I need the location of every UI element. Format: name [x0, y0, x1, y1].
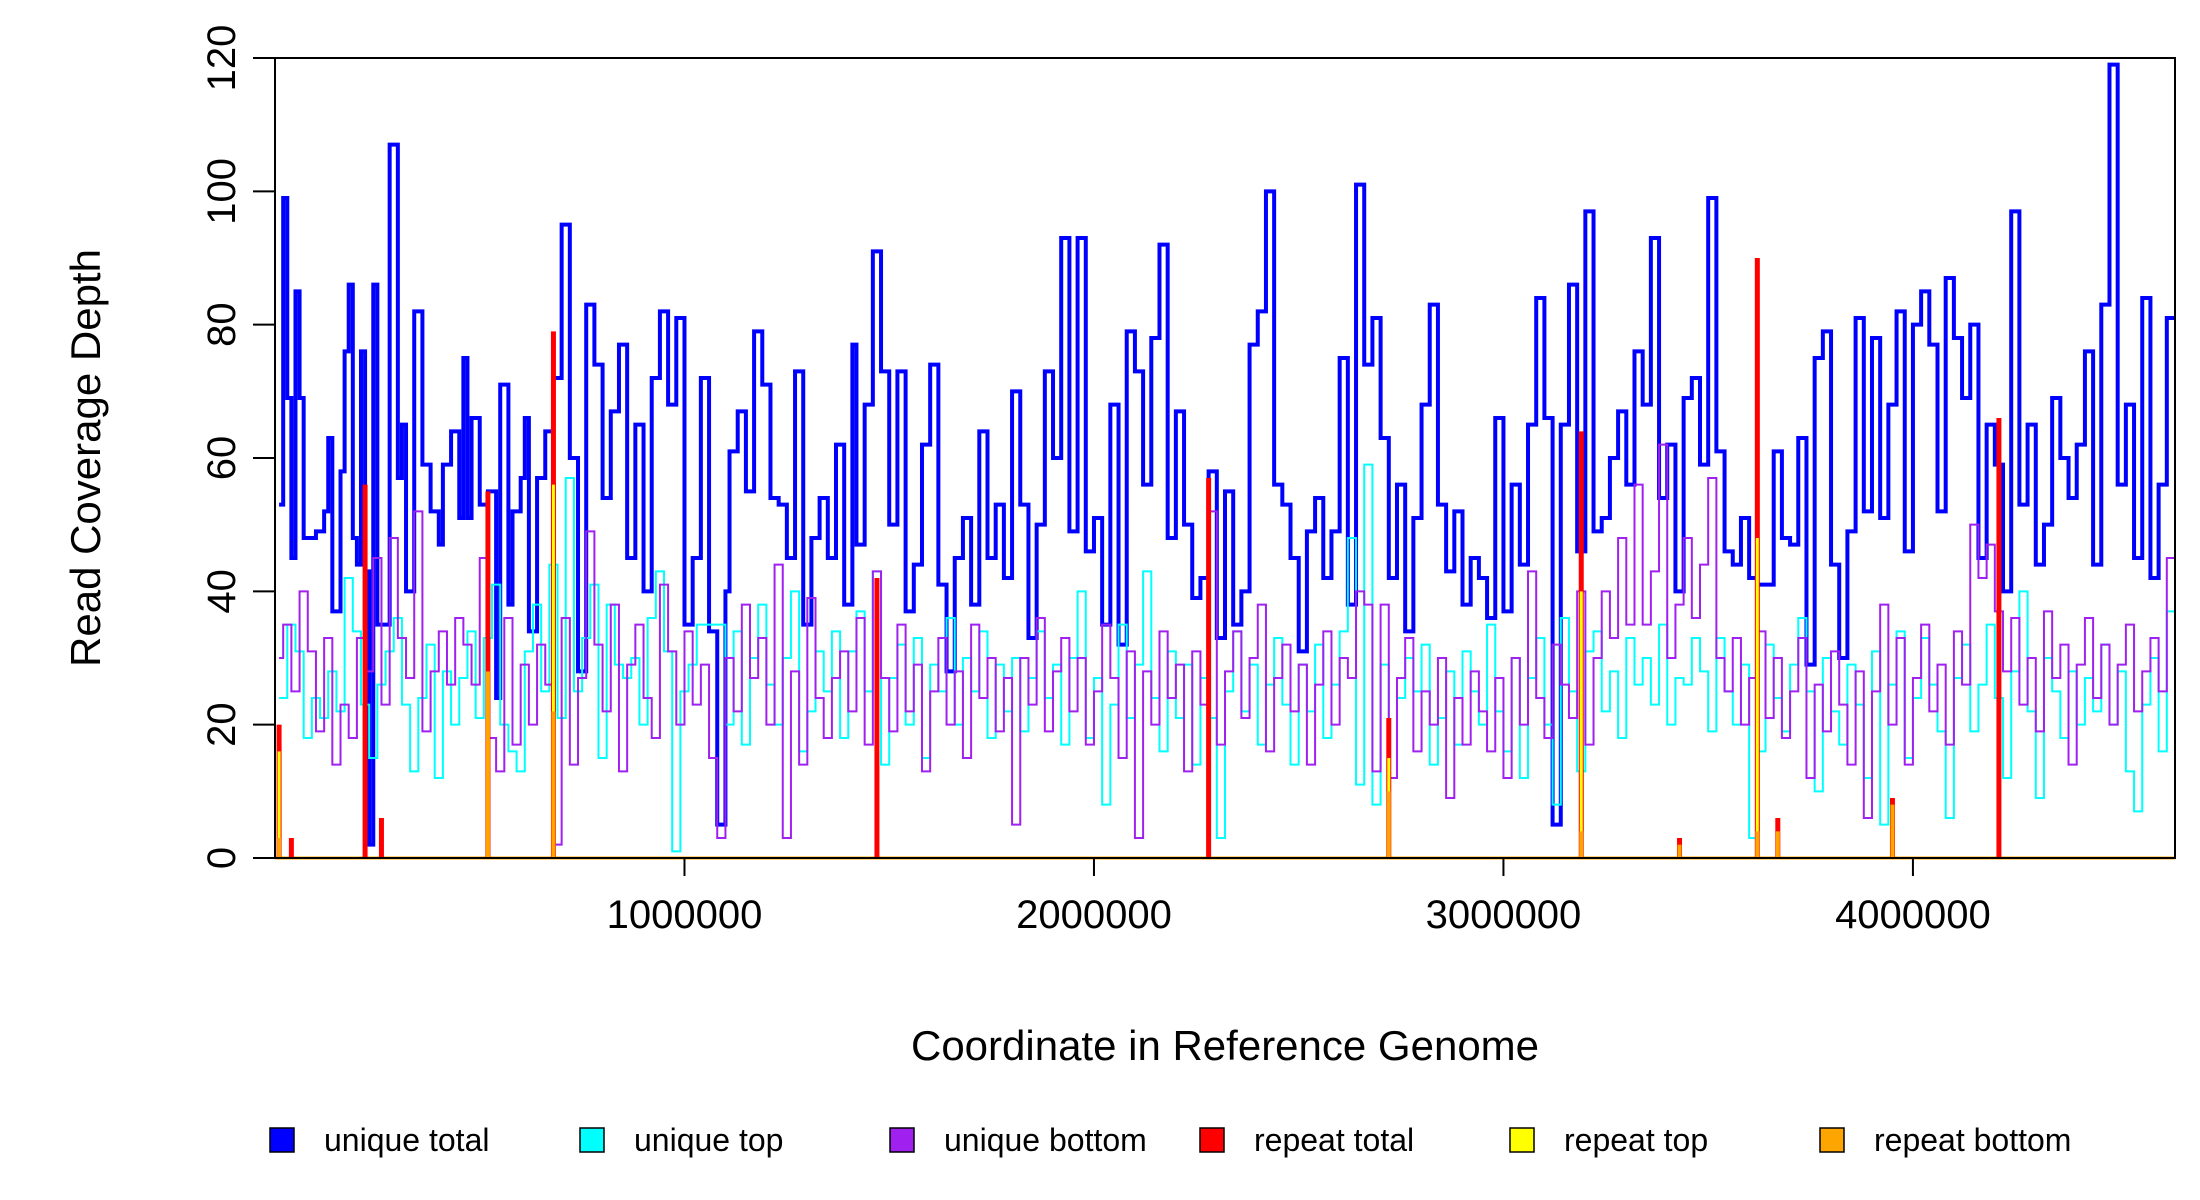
legend-label: repeat total	[1254, 1122, 1414, 1158]
x-tick-label: 4000000	[1835, 893, 1991, 937]
x-tick-label: 2000000	[1016, 893, 1172, 937]
x-tick-label: 3000000	[1426, 893, 1582, 937]
y-tick-label: 0	[200, 847, 244, 869]
legend-swatch	[579, 1127, 605, 1153]
unique-bottom-series-line	[279, 443, 2175, 846]
x-axis: 1000000 2000000 3000000 4000000	[607, 858, 1991, 937]
y-tick-label: 120	[200, 25, 244, 92]
legend-label: repeat bottom	[1874, 1122, 2071, 1158]
plot-area	[275, 62, 2176, 860]
unique-total-series-line	[279, 62, 2175, 847]
legend-item-repeat-bottom: repeat bottom	[1819, 1122, 2071, 1158]
y-tick-label: 80	[200, 302, 244, 347]
legend: unique total unique top unique bottom repea…	[269, 1122, 2071, 1158]
legend-item-repeat-total: repeat total	[1199, 1122, 1414, 1158]
legend-item-unique-total: unique total	[269, 1122, 489, 1158]
y-axis: 0 20 40 60 80 100 120	[200, 25, 275, 869]
legend-label: unique top	[634, 1122, 783, 1158]
legend-swatch	[269, 1127, 295, 1153]
legend-item-unique-bottom: unique bottom	[889, 1122, 1147, 1158]
y-tick-label: 60	[200, 436, 244, 481]
legend-label: unique total	[324, 1122, 489, 1158]
y-tick-label: 20	[200, 702, 244, 747]
legend-item-unique-top: unique top	[579, 1122, 783, 1158]
y-tick-label: 100	[200, 158, 244, 225]
legend-swatch	[1199, 1127, 1225, 1153]
legend-swatch	[1509, 1127, 1535, 1153]
legend-label: unique bottom	[944, 1122, 1147, 1158]
unique-top-series-line	[279, 463, 2176, 853]
legend-item-repeat-top: repeat top	[1509, 1122, 1708, 1158]
legend-swatch	[1819, 1127, 1845, 1153]
y-tick-label: 40	[200, 569, 244, 614]
y-axis-title: Read Coverage Depth	[62, 249, 109, 667]
x-axis-title: Coordinate in Reference Genome	[911, 1022, 1539, 1069]
x-tick-label: 1000000	[607, 893, 763, 937]
legend-label: repeat top	[1564, 1122, 1708, 1158]
legend-swatch	[889, 1127, 915, 1153]
